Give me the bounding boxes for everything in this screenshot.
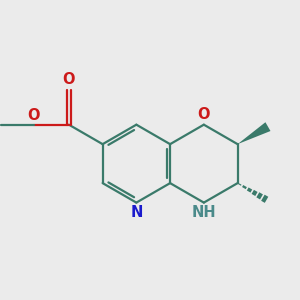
Text: N: N	[130, 205, 142, 220]
Polygon shape	[256, 192, 263, 200]
Text: NH: NH	[191, 205, 216, 220]
Polygon shape	[242, 185, 247, 189]
Text: O: O	[63, 72, 75, 87]
Text: O: O	[28, 108, 40, 123]
Polygon shape	[261, 195, 268, 203]
Polygon shape	[238, 122, 271, 144]
Polygon shape	[252, 190, 258, 196]
Polygon shape	[237, 183, 242, 186]
Text: O: O	[198, 107, 210, 122]
Polygon shape	[247, 188, 252, 193]
